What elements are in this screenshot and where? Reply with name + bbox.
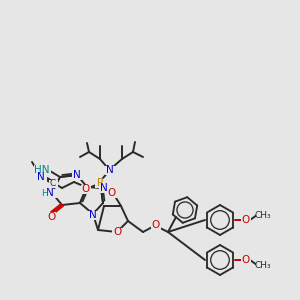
FancyBboxPatch shape	[241, 215, 251, 224]
Text: O: O	[113, 227, 121, 237]
FancyBboxPatch shape	[49, 180, 58, 188]
Text: N: N	[73, 170, 81, 180]
Text: N: N	[89, 210, 97, 220]
FancyBboxPatch shape	[35, 172, 46, 182]
Text: O: O	[152, 220, 160, 230]
Text: O: O	[108, 188, 116, 198]
Text: CH₃: CH₃	[255, 211, 271, 220]
Text: H: H	[40, 188, 47, 197]
FancyBboxPatch shape	[256, 260, 271, 269]
Text: HN: HN	[34, 165, 50, 175]
FancyBboxPatch shape	[44, 188, 56, 197]
FancyBboxPatch shape	[34, 165, 50, 175]
FancyBboxPatch shape	[105, 166, 115, 175]
Text: O: O	[82, 184, 90, 194]
Text: C: C	[50, 179, 56, 188]
FancyBboxPatch shape	[256, 211, 271, 220]
FancyBboxPatch shape	[81, 184, 91, 194]
FancyBboxPatch shape	[241, 256, 251, 265]
FancyBboxPatch shape	[88, 211, 98, 220]
FancyBboxPatch shape	[95, 178, 105, 188]
FancyBboxPatch shape	[99, 184, 109, 193]
Text: N: N	[37, 172, 45, 182]
Text: O: O	[47, 212, 55, 222]
Text: P: P	[97, 178, 103, 188]
Text: CH₃: CH₃	[255, 260, 271, 269]
Text: N: N	[100, 183, 108, 193]
FancyBboxPatch shape	[46, 212, 56, 220]
FancyBboxPatch shape	[72, 170, 82, 179]
FancyBboxPatch shape	[151, 220, 161, 230]
FancyBboxPatch shape	[112, 227, 122, 236]
Text: O: O	[242, 215, 250, 225]
Text: N: N	[46, 188, 54, 198]
Text: O: O	[242, 255, 250, 265]
Text: N: N	[106, 165, 114, 175]
FancyBboxPatch shape	[107, 188, 117, 197]
